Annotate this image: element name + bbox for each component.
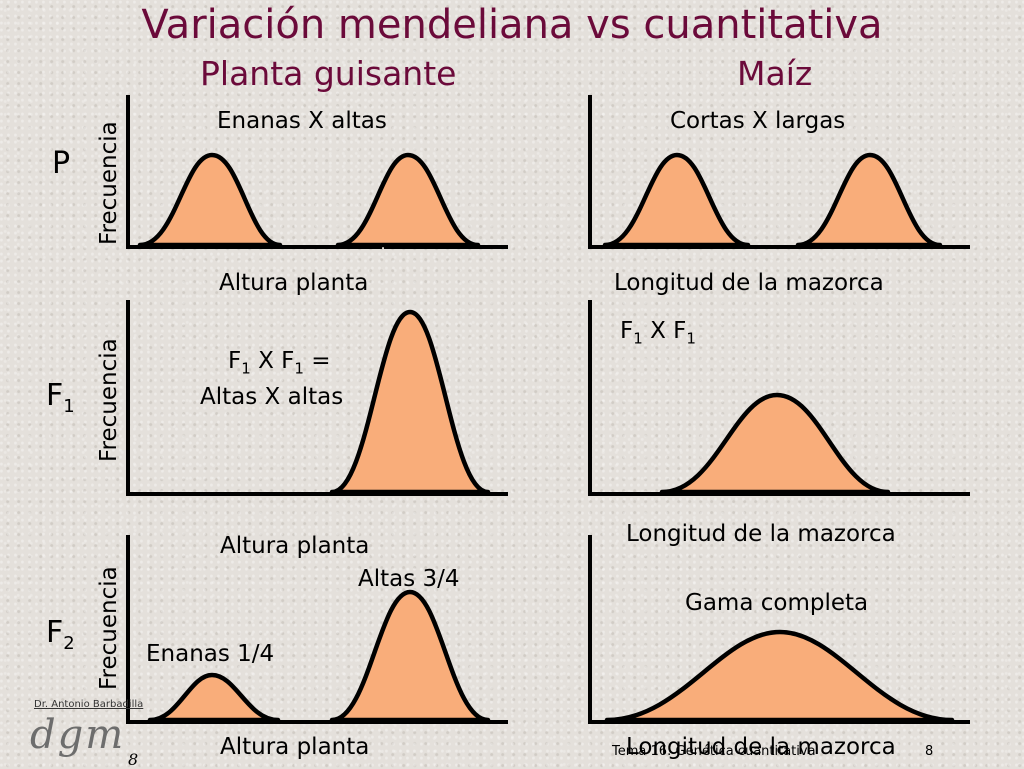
label-f2-right-range: Gama completa xyxy=(685,590,869,616)
column-heading-maize: Maíz xyxy=(737,54,813,93)
label-f2-left-heading: Altura planta xyxy=(220,533,370,559)
row-label-f2: F2 xyxy=(46,615,75,654)
row-label-f1: F1 xyxy=(46,378,75,417)
xlabel-p-right: Longitud de la mazorca xyxy=(614,270,884,296)
xlabel-f2-right: Longitud de la mazorca xyxy=(626,734,896,760)
label-f2-left-tall: Altas 3/4 xyxy=(358,566,460,592)
author-link[interactable]: Dr. Antonio Barbadilla xyxy=(34,699,144,710)
xlabel-p-left: Altura planta xyxy=(219,270,369,296)
column-heading-pea: Planta guisante xyxy=(200,54,457,93)
curve-f2-left-tall xyxy=(329,589,491,723)
label-p-right-cross: Cortas X largas xyxy=(670,108,846,134)
curve-p-right-long xyxy=(795,152,943,248)
curve-f2-right xyxy=(604,629,955,723)
curve-p-right-short xyxy=(602,152,751,248)
label-f1-right-cross: F1 X F1 xyxy=(620,318,696,348)
xlabel-f2-left: Altura planta xyxy=(220,734,370,760)
page-number-left: 8 xyxy=(128,750,139,769)
row-label-p: P xyxy=(52,146,71,181)
label-f1-left-result: Altas X altas xyxy=(200,384,344,410)
curve-p-left-tall xyxy=(335,152,481,248)
topic-footer: Tema 16: Genética cuantitativa xyxy=(612,744,816,759)
page-number-right: 8 xyxy=(925,744,934,759)
curve-f2-left-short xyxy=(147,672,281,723)
dgm-logo: dgm xyxy=(30,712,126,758)
xlabel-f1-right: Longitud de la mazorca xyxy=(626,521,896,547)
label-f2-left-short: Enanas 1/4 xyxy=(146,641,275,667)
label-f1-left-cross: F1 X F1 = xyxy=(228,348,331,378)
curve-f1-right xyxy=(659,392,891,495)
slide-title: Variación mendeliana vs cuantitativa xyxy=(141,2,883,48)
label-p-left-cross: Enanas X altas xyxy=(217,108,387,134)
curve-f1-left xyxy=(329,309,491,495)
curve-p-left-short xyxy=(137,152,283,248)
